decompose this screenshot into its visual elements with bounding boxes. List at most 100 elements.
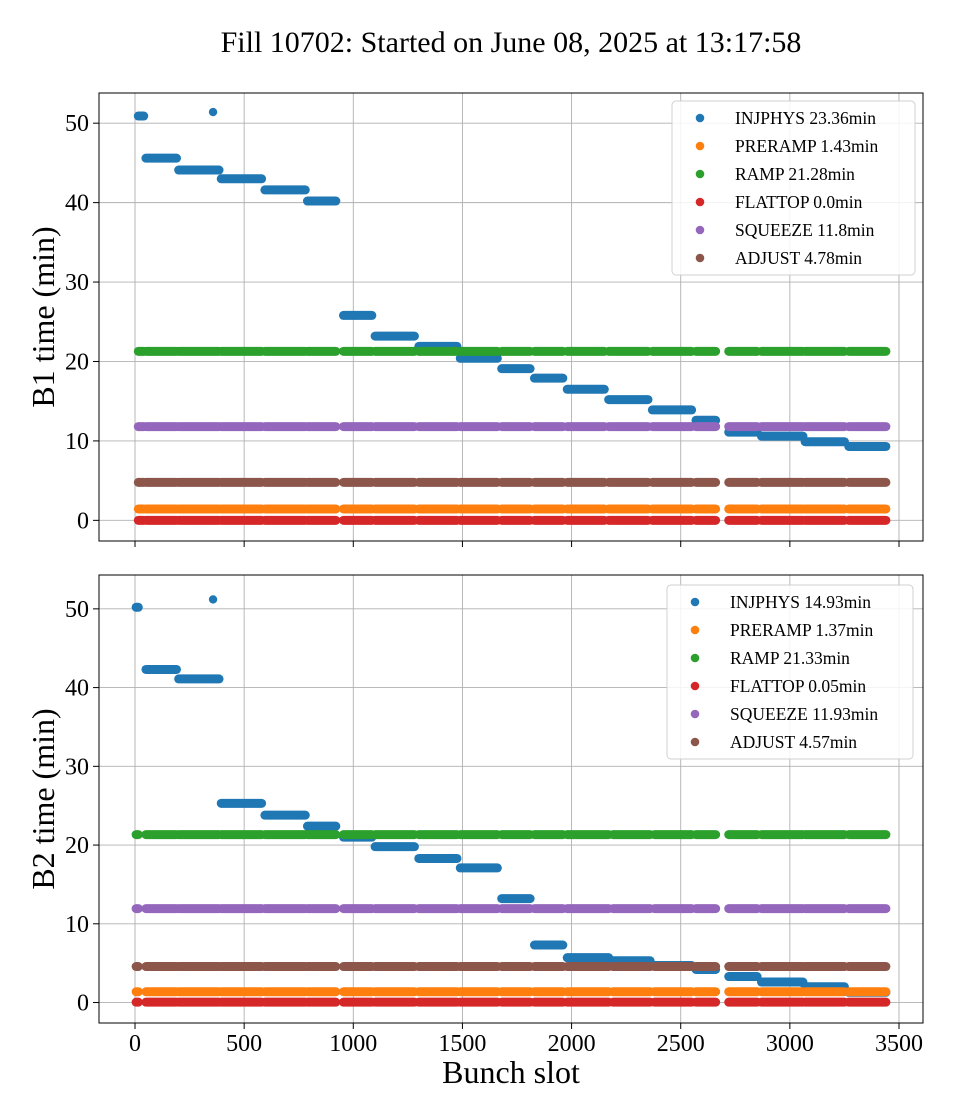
b2-ramp-run-9 <box>455 830 502 840</box>
b1-squeeze-run-3 <box>216 422 267 432</box>
b1-squeeze-run-7 <box>370 422 419 432</box>
b2-preramp-run-8 <box>414 987 462 997</box>
b1-preramp-run-13 <box>604 504 653 514</box>
b2-preramp-run-9 <box>455 987 502 997</box>
b1-legend-entry-4: SQUEEZE 11.8min <box>735 220 875 240</box>
b1-preramp-run-19 <box>844 504 891 514</box>
b1-flattop-run-19 <box>844 515 891 525</box>
b2-series-squeeze <box>131 904 891 914</box>
b2-ramp-run-17 <box>756 830 808 840</box>
b1-squeeze-run-19 <box>844 422 891 432</box>
b1-legend-entry-3: FLATTOP 0.0min <box>735 192 863 212</box>
b1-injphys-run-10 <box>455 353 502 363</box>
b1-squeeze-run-9 <box>455 422 502 432</box>
b1-flattop-run-18 <box>800 515 849 525</box>
b2-squeeze-run-6 <box>338 904 377 914</box>
b2-legend-marker-3 <box>690 681 700 691</box>
b1-flattop-run-15 <box>691 515 721 525</box>
b2-legend-marker-0 <box>690 597 700 607</box>
b2-flattop-run-13 <box>608 997 655 1007</box>
b2-adjust-run-15 <box>691 962 721 972</box>
b2-squeeze-run-5 <box>302 904 341 914</box>
b2-preramp-run-18 <box>800 987 849 997</box>
b2-adjust-run-17 <box>756 962 808 972</box>
b1-legend-marker-0 <box>695 113 705 123</box>
b2-ramp-run-14 <box>650 830 697 840</box>
b2-preramp-run-3 <box>216 987 267 997</box>
b1-ramp-run-17 <box>756 346 808 356</box>
b1-panel: 0 10 20 30 40 50 B1 time (min) INJPHYS 23.36m… <box>25 92 924 547</box>
b2-adjust-run-0 <box>131 962 143 972</box>
b2-series-preramp <box>131 987 891 997</box>
b2-flattop-run-12 <box>562 997 614 1007</box>
b1-squeeze-run-11 <box>529 422 568 432</box>
b2-preramp-run-19 <box>844 987 891 997</box>
b1-flattop-run-17 <box>756 515 808 525</box>
b1-ramp-run-1 <box>141 346 181 356</box>
b1-squeeze-run-6 <box>338 422 377 432</box>
b2-ramp-run-18 <box>800 830 849 840</box>
b1-ramp-run-4 <box>260 346 310 356</box>
b1-injphys-run-3 <box>174 165 224 175</box>
b1-preramp-run-3 <box>216 504 267 514</box>
b1-ramp-run-18 <box>800 346 849 356</box>
b1-flattop-run-6 <box>338 515 377 525</box>
b2-squeeze-run-7 <box>370 904 419 914</box>
b1-squeeze-run-18 <box>800 422 849 432</box>
b2-injphys-run-11 <box>497 894 535 904</box>
b1-legend-entry-2: RAMP 21.28min <box>735 164 855 184</box>
b2-injphys-run-10 <box>455 863 502 873</box>
b2-flattop-run-17 <box>756 997 808 1007</box>
b1-preramp-run-9 <box>455 504 502 514</box>
b2-adjust-run-14 <box>650 962 697 972</box>
b2-preramp-run-2 <box>174 987 224 997</box>
b1-axes-frame <box>98 92 924 542</box>
b1-y-tick-label-10: 10 <box>65 429 89 455</box>
b2-squeeze-run-16 <box>724 904 762 914</box>
b2-ramp-run-0 <box>131 830 143 840</box>
b1-squeeze-run-16 <box>724 422 762 432</box>
b1-series-preramp <box>133 504 891 514</box>
b1-injphys-run-19 <box>800 437 849 447</box>
b2-series-ramp <box>131 830 891 840</box>
b1-squeeze-run-4 <box>260 422 310 432</box>
b1-squeeze-run-13 <box>604 422 653 432</box>
b2-squeeze-run-8 <box>414 904 462 914</box>
b2-panel: 0 500 1000 1500 2000 2500 3000 350001020304050 … <box>25 574 924 1057</box>
b2-flattop-run-0 <box>131 997 143 1007</box>
b2-flattop-run-8 <box>414 997 462 1007</box>
b2-injphys-run-4 <box>216 798 267 808</box>
b1-injphys-run-4 <box>216 174 267 184</box>
b1-squeeze-run-1 <box>141 422 181 432</box>
b2-adjust-run-13 <box>608 962 655 972</box>
b1-adjust-run-11 <box>529 477 568 487</box>
b1-adjust-run-10 <box>497 477 535 487</box>
b2-adjust-run-4 <box>260 962 310 972</box>
b2-injphys-run-0 <box>131 602 143 612</box>
b2-injphys-run-9 <box>414 853 462 863</box>
b2-preramp-run-7 <box>370 987 419 997</box>
b2-legend-entry-2: RAMP 21.33min <box>730 648 850 668</box>
b2-y-tick-label-0: 0 <box>77 991 89 1017</box>
b2-flattop-run-4 <box>260 997 310 1007</box>
b2-adjust-run-12 <box>562 962 614 972</box>
b2-preramp-run-16 <box>724 987 762 997</box>
b2-legend-marker-1 <box>690 625 700 635</box>
b1-adjust-run-17 <box>756 477 808 487</box>
b1-legend-entry-5: ADJUST 4.78min <box>735 248 862 268</box>
b2-flattop-run-5 <box>302 997 341 1007</box>
b2-legend-entry-1: PRERAMP 1.37min <box>730 620 874 640</box>
b2-squeeze-run-14 <box>650 904 697 914</box>
b1-series-ramp <box>133 346 891 356</box>
b2-legend-entry-4: SQUEEZE 11.93min <box>730 704 878 724</box>
b2-ramp-run-1 <box>141 830 181 840</box>
b2-flattop-run-14 <box>650 997 697 1007</box>
b2-squeeze-run-0 <box>131 904 143 914</box>
b1-squeeze-run-12 <box>562 422 609 432</box>
b2-ramp-run-7 <box>370 830 419 840</box>
b2-y-tick-label-20: 20 <box>65 833 89 859</box>
b2-x-tick-label-3000: 3000 <box>766 1031 814 1057</box>
b2-preramp-run-1 <box>141 987 181 997</box>
b1-squeeze-run-14 <box>647 422 697 432</box>
